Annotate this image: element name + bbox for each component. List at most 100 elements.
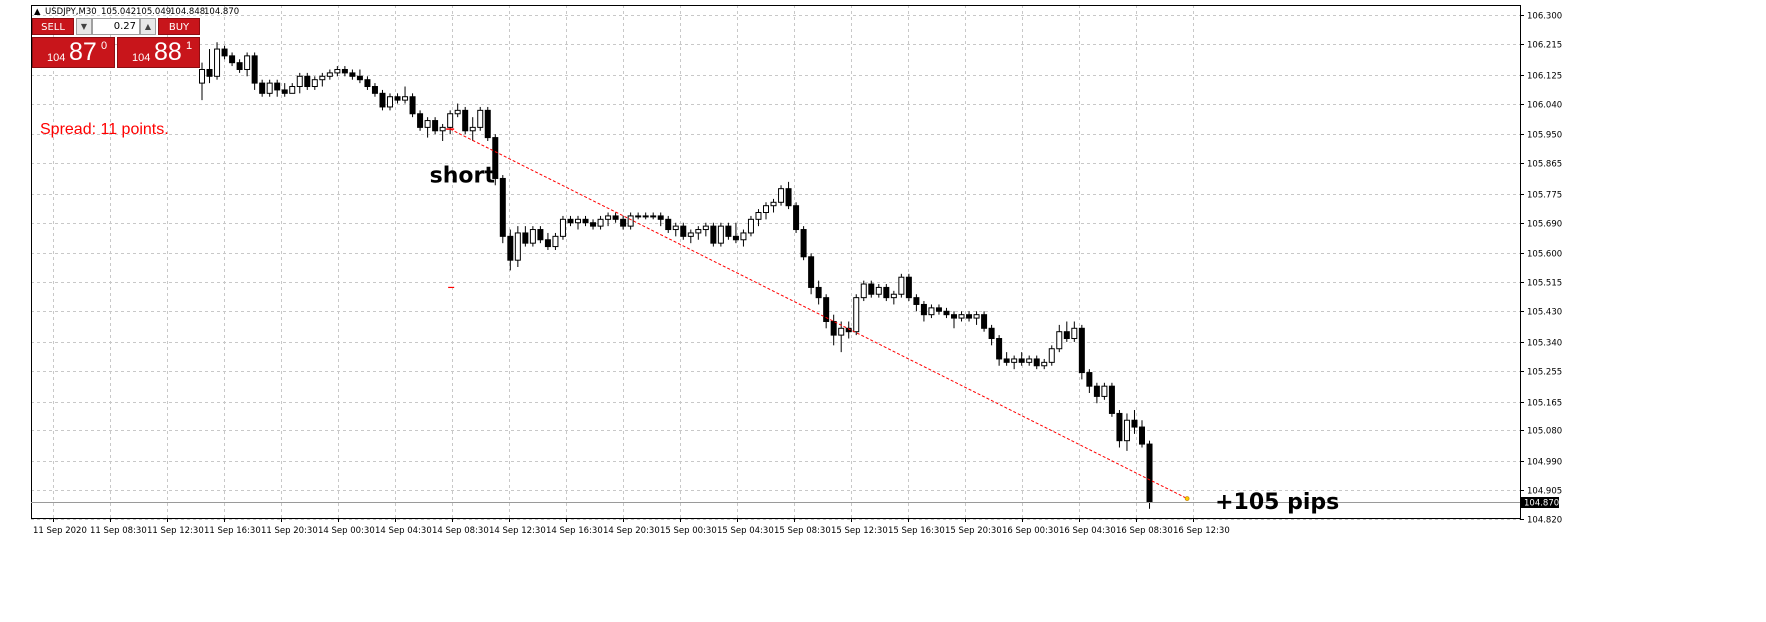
candle-body-down bbox=[680, 225, 687, 237]
candle-body-down bbox=[845, 327, 852, 333]
y-tick-label: 106.125 bbox=[1527, 72, 1562, 82]
volume-input[interactable] bbox=[92, 18, 140, 35]
candle bbox=[1101, 382, 1108, 400]
candle bbox=[356, 69, 363, 84]
buy-price-box[interactable]: 104 88 1 bbox=[117, 37, 200, 68]
candle bbox=[1011, 355, 1018, 370]
candle bbox=[469, 117, 476, 141]
candle-body-up bbox=[1071, 327, 1078, 340]
candle bbox=[928, 304, 935, 319]
candle bbox=[973, 311, 980, 325]
candle bbox=[815, 280, 822, 305]
candle-body-up bbox=[770, 201, 777, 207]
candle bbox=[1123, 413, 1130, 451]
candle bbox=[793, 202, 800, 233]
candle-body-up bbox=[424, 120, 431, 128]
candle bbox=[281, 83, 288, 97]
trendline bbox=[449, 128, 1188, 500]
x-tick-label: 11 Sep 16:30 bbox=[204, 526, 261, 536]
x-tick-label: 16 Sep 00:30 bbox=[1002, 526, 1059, 536]
y-tick-label: 105.950 bbox=[1527, 131, 1562, 141]
y-tick-label: 104.905 bbox=[1527, 487, 1562, 497]
candle-body-up bbox=[529, 229, 536, 244]
candle-body-down bbox=[349, 72, 356, 77]
candle-body-down bbox=[1086, 372, 1093, 387]
y-axis: 106.300 106.215 106.125 106.040 105.950 105.8… bbox=[1520, 12, 1562, 526]
candle bbox=[379, 89, 386, 111]
header-arrow-icon[interactable]: ▲ bbox=[34, 7, 41, 17]
candle-body-down bbox=[356, 75, 363, 81]
candle-body-down bbox=[409, 96, 416, 115]
candle bbox=[672, 222, 679, 237]
candle-body-up bbox=[289, 86, 296, 94]
x-tick-label: 14 Sep 20:30 bbox=[603, 526, 660, 536]
candle bbox=[259, 79, 266, 97]
candle bbox=[642, 212, 649, 220]
x-tick-label: 15 Sep 12:30 bbox=[831, 526, 888, 536]
candle-body-down bbox=[725, 225, 732, 237]
x-tick-label: 15 Sep 16:30 bbox=[888, 526, 945, 536]
candle bbox=[890, 290, 897, 305]
candle-body-up bbox=[853, 297, 860, 333]
candle bbox=[853, 294, 860, 336]
candle bbox=[823, 294, 830, 329]
sell-price-fraction: 0 bbox=[101, 40, 108, 52]
buy-button[interactable]: BUY bbox=[158, 18, 200, 35]
candle-body-down bbox=[221, 48, 228, 57]
candle-body-up bbox=[575, 218, 581, 224]
x-tick-label: 16 Sep 08:30 bbox=[1116, 526, 1173, 536]
sell-price-box[interactable]: 104 87 0 bbox=[32, 37, 115, 68]
candle-body-down bbox=[1116, 412, 1123, 442]
candle bbox=[830, 314, 837, 346]
volume-decrease-icon[interactable]: ▼ bbox=[76, 18, 92, 35]
candle bbox=[236, 59, 243, 73]
candle bbox=[1131, 410, 1138, 434]
x-tick-label: 11 Sep 12:30 bbox=[147, 526, 204, 536]
candle-body-up bbox=[454, 109, 461, 115]
candle-body-down bbox=[499, 177, 506, 237]
candle-body-up bbox=[642, 215, 649, 218]
candle-body-down bbox=[935, 307, 942, 312]
candle-body-down bbox=[815, 286, 822, 299]
candle-body-up bbox=[928, 307, 935, 316]
candle bbox=[311, 76, 318, 90]
candle bbox=[650, 212, 657, 220]
candle-body-up bbox=[672, 225, 679, 231]
volume-increase-icon[interactable]: ▲ bbox=[140, 18, 156, 35]
candle bbox=[409, 93, 416, 118]
y-tick-label: 105.775 bbox=[1527, 191, 1562, 201]
candle-body-down bbox=[951, 314, 957, 319]
candle bbox=[875, 284, 882, 298]
candle bbox=[387, 93, 393, 111]
y-tick-label: 105.165 bbox=[1527, 399, 1562, 409]
candle-body-up bbox=[514, 232, 521, 261]
x-tick-label: 15 Sep 20:30 bbox=[945, 526, 1002, 536]
candle bbox=[334, 66, 341, 77]
candle bbox=[1086, 369, 1093, 393]
candle-body-down bbox=[281, 89, 288, 94]
candle-body-down bbox=[883, 286, 890, 299]
candle bbox=[702, 222, 709, 237]
candle-body-down bbox=[943, 310, 950, 316]
exit-marker bbox=[1184, 496, 1190, 501]
candle bbox=[544, 232, 551, 250]
x-tick-label: 14 Sep 12:30 bbox=[489, 526, 546, 536]
candle-body-up bbox=[958, 314, 965, 319]
candle bbox=[627, 212, 634, 230]
candle bbox=[732, 222, 739, 244]
candle-body-up bbox=[635, 215, 642, 218]
candle-body-down bbox=[1078, 327, 1085, 374]
one-click-trading-panel: SELL ▼ ▲ BUY 104 87 0 104 88 1 bbox=[32, 18, 200, 68]
candle bbox=[274, 79, 281, 97]
candle bbox=[289, 83, 296, 94]
candle bbox=[1033, 355, 1040, 370]
sell-button[interactable]: SELL bbox=[32, 18, 74, 35]
candle-body-down bbox=[913, 297, 920, 305]
candle-body-down bbox=[996, 338, 1003, 360]
candle bbox=[462, 106, 469, 135]
y-tick-label: 105.255 bbox=[1527, 368, 1562, 378]
candle-body-down bbox=[966, 314, 973, 319]
candle-body-up bbox=[650, 215, 657, 218]
candle bbox=[559, 215, 566, 240]
